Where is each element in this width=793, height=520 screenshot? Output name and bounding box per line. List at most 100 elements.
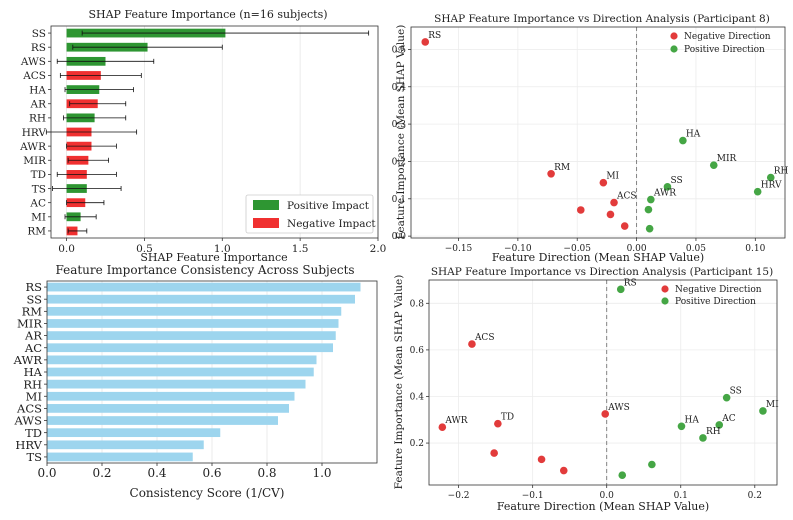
x-tick-label: −0.10 [504, 244, 532, 254]
category-label: AWS [20, 56, 46, 68]
point-label: RH [774, 167, 789, 177]
legend-label-negative: Negative Direction [675, 285, 762, 295]
point [645, 224, 654, 233]
point-label: HA [686, 130, 701, 140]
x-tick-label: 1.0 [312, 466, 331, 480]
legend-swatch-negative [253, 218, 279, 228]
point-ha [677, 422, 686, 431]
point [559, 466, 568, 475]
category-label: AR [24, 329, 42, 343]
bar-awr [47, 355, 317, 365]
x-axis-label: Feature Direction (Mean SHAP Value) [497, 500, 709, 513]
y-tick-label: 0.3 [392, 120, 407, 130]
category-label: AWS [13, 414, 42, 428]
bar-rh [47, 379, 306, 389]
category-label: HRV [22, 127, 47, 139]
category-label: AR [30, 99, 48, 111]
category-label: AC [29, 197, 46, 209]
grid [411, 27, 785, 238]
y-tick-label: 0.0 [392, 232, 407, 242]
x-tick-label: 0.0 [600, 491, 615, 501]
category-label: MIR [17, 317, 42, 331]
participant-15-panel: SHAP Feature Importance vs Direction Ana… [393, 266, 779, 513]
y-tick-label: 0.8 [410, 299, 425, 309]
x-tick-label: 0.00 [627, 244, 647, 254]
y-tick-label: 0.4 [392, 83, 407, 93]
legend-marker-negative [661, 285, 669, 293]
point-rm [547, 169, 555, 178]
y-tick-label: 0.5 [392, 45, 407, 55]
category-label: HRV [15, 438, 42, 452]
point-label: AC [721, 414, 735, 424]
point-label: ACS [474, 333, 495, 343]
bar-mir [47, 319, 339, 328]
point-ss [722, 393, 731, 402]
legend-swatch-positive [253, 200, 279, 210]
category-label: RH [23, 377, 42, 391]
bar-ac [47, 343, 333, 353]
point-acs [610, 198, 618, 207]
legend: Negative Direction Positive Direction [670, 32, 771, 55]
x-tick-label: 0.2 [92, 466, 111, 480]
x-tick-label: 1.5 [292, 243, 309, 255]
point-label: SS [670, 176, 682, 186]
point [618, 471, 627, 480]
bar-rs [47, 282, 361, 292]
category-label: RS [31, 42, 46, 54]
point-label: MI [606, 172, 619, 182]
category-label: TD [25, 426, 42, 440]
point-label: MIR [717, 154, 737, 164]
x-tick-label: 0.8 [257, 466, 276, 480]
point-label: HRV [761, 181, 782, 191]
category-label: TS [26, 450, 42, 464]
point [620, 222, 629, 230]
point-aws [601, 410, 610, 418]
point-mir [709, 161, 718, 169]
x-tick-label: 0.2 [748, 491, 762, 501]
legend-label-positive: Positive Impact [287, 200, 370, 212]
point-rh [766, 173, 775, 182]
point-ss [663, 183, 672, 191]
bar-ss [47, 294, 355, 304]
points: RS RM MI ACS HA MIR RH SS HRV AWR [421, 31, 789, 233]
y-axis-label: Feature Importance (Mean SHAP Value) [393, 275, 405, 490]
bar-aws [47, 416, 278, 425]
point-label: RH [706, 427, 721, 437]
x-tick-label: 0.0 [37, 466, 56, 480]
category-label: RM [27, 226, 46, 238]
x-tick-label: 1.0 [214, 243, 231, 255]
point-label: TD [501, 413, 514, 423]
point-label: AWR [444, 416, 467, 426]
x-axis-label: Consistency Score (1/CV) [130, 486, 285, 500]
bar-rm [47, 306, 342, 316]
category-label: MI [26, 389, 42, 403]
x-tick-label: −0.15 [445, 244, 473, 254]
shap-importance-panel: SHAP Feature Importance (n=16 subjects) … [19, 8, 386, 264]
category-label: RS [25, 280, 42, 294]
category-label: RM [22, 304, 43, 318]
consistency-panel: Feature Importance Consistency Across Su… [13, 263, 378, 500]
category-label: RH [29, 113, 46, 125]
legend-label-negative: Negative Impact [287, 218, 376, 230]
point [490, 449, 498, 457]
x-axis-label: SHAP Feature Importance [140, 251, 287, 264]
legend-marker-positive [661, 297, 669, 305]
x-tick-label: 0.6 [202, 466, 221, 480]
chart-title: SHAP Feature Importance vs Direction Ana… [431, 266, 773, 278]
chart-title: SHAP Feature Importance vs Direction Ana… [434, 13, 770, 25]
category-label: TD [31, 169, 46, 181]
legend-label-positive: Positive Direction [684, 45, 765, 55]
category-label: HA [24, 365, 43, 379]
category-labels: SS RS AWS ACS HA AR RH HRV AWR MIR TD TS AC MI RM [19, 28, 51, 238]
point-label: HA [684, 415, 699, 425]
legend-marker-positive [670, 45, 678, 53]
legend-marker-negative [670, 32, 678, 40]
point-hrv [753, 187, 762, 196]
y-tick-label: 0.2 [410, 439, 424, 449]
y-tick-label: 0.1 [392, 195, 406, 205]
point-label: MI [766, 400, 779, 410]
x-tick-label: −0.1 [522, 491, 544, 501]
x-tick-label: 2.0 [370, 243, 387, 255]
point [648, 460, 656, 469]
